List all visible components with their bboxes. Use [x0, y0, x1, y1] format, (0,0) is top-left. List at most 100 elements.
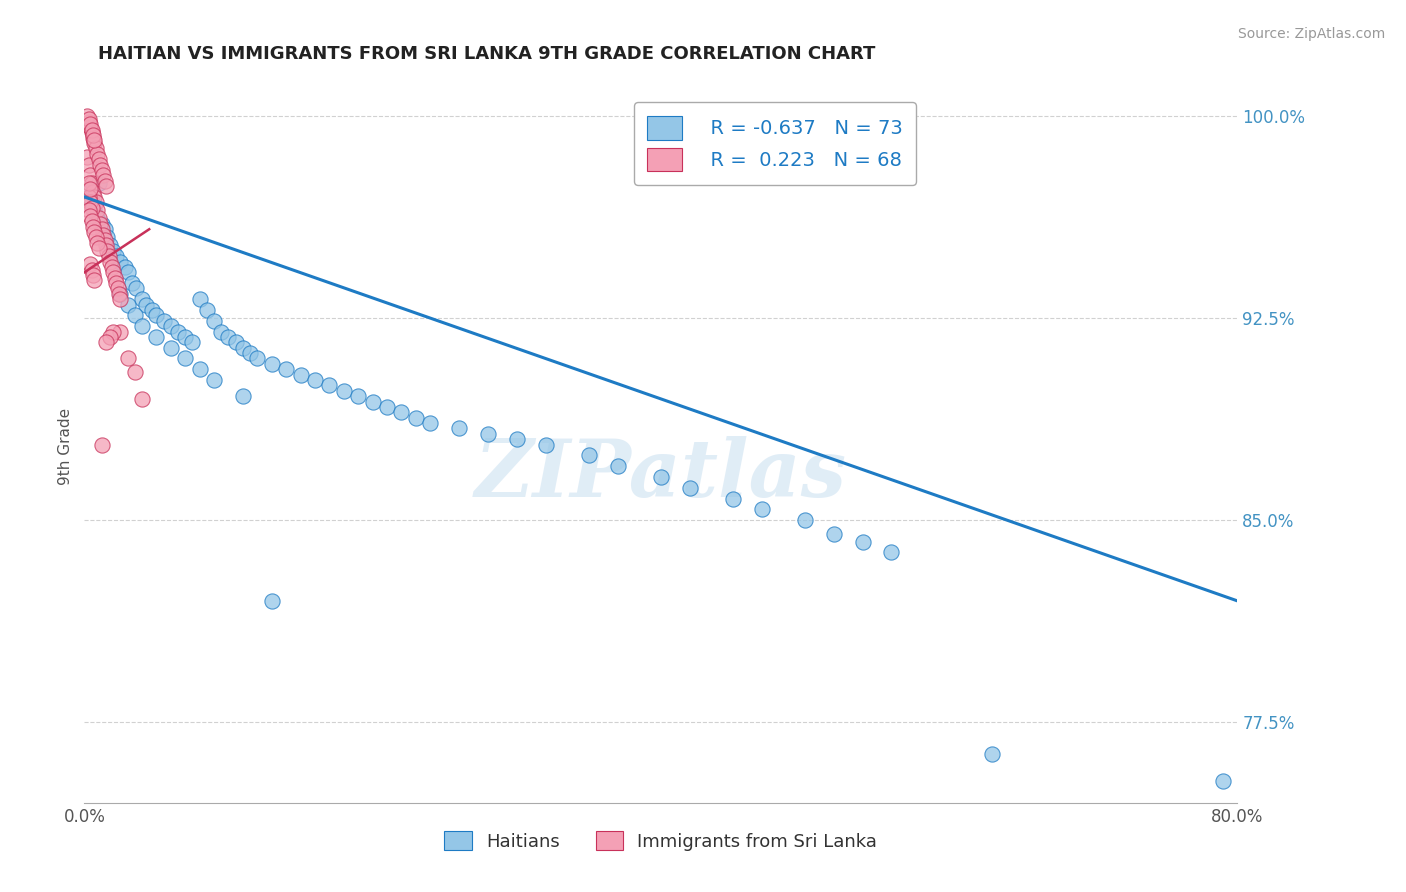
Point [218, 330, 240, 344]
Point [534, 437, 557, 451]
Point [79, 209, 101, 223]
Point [290, 368, 312, 382]
Point [167, 325, 190, 339]
Point [98, 330, 121, 344]
Point [225, 335, 247, 350]
Point [80, 125, 103, 139]
Point [104, 270, 127, 285]
Point [117, 265, 139, 279]
Point [578, 449, 600, 463]
Point [82, 185, 104, 199]
Point [650, 470, 672, 484]
Point [145, 309, 167, 323]
Point [80, 201, 103, 215]
Point [131, 392, 153, 406]
Point [318, 378, 340, 392]
Point [110, 325, 132, 339]
Legend: Haitians, Immigrants from Sri Lanka: Haitians, Immigrants from Sri Lanka [437, 824, 884, 858]
Point [103, 265, 124, 279]
Point [83, 203, 105, 218]
Point [110, 286, 132, 301]
Text: Source: ZipAtlas.com: Source: ZipAtlas.com [1237, 27, 1385, 41]
Point [232, 341, 254, 355]
Point [260, 357, 283, 371]
Point [83, 273, 105, 287]
Point [84, 230, 107, 244]
Point [79, 169, 101, 183]
Point [1212, 774, 1234, 789]
Point [80, 262, 103, 277]
Point [405, 410, 427, 425]
Point [94, 238, 117, 252]
Point [100, 260, 122, 274]
Point [160, 319, 183, 334]
Point [361, 394, 384, 409]
Point [125, 281, 148, 295]
Point [304, 373, 326, 387]
Point [77, 177, 100, 191]
Point [87, 177, 110, 191]
Point [107, 281, 129, 295]
Point [77, 203, 100, 218]
Point [375, 400, 398, 414]
Point [87, 211, 110, 226]
Point [82, 128, 104, 142]
Point [83, 133, 105, 147]
Point [721, 491, 744, 506]
Point [83, 136, 105, 150]
Point [152, 314, 174, 328]
Point [79, 117, 101, 131]
Point [477, 426, 499, 441]
Point [391, 405, 413, 419]
Point [794, 513, 817, 527]
Point [77, 114, 100, 128]
Point [506, 432, 529, 446]
Point [91, 169, 114, 183]
Point [117, 298, 139, 312]
Point [114, 260, 136, 274]
Point [333, 384, 356, 398]
Point [103, 244, 124, 258]
Point [76, 149, 98, 163]
Point [82, 130, 104, 145]
Y-axis label: 9th Grade: 9th Grade [58, 408, 73, 484]
Point [80, 177, 103, 191]
Point [90, 163, 112, 178]
Point [124, 309, 146, 323]
Point [105, 276, 128, 290]
Point [181, 335, 204, 350]
Point [98, 254, 121, 268]
Point [981, 747, 1004, 762]
Point [96, 244, 118, 258]
Point [82, 268, 104, 282]
Point [93, 222, 115, 236]
Point [80, 195, 103, 210]
Point [84, 195, 107, 210]
Point [110, 254, 132, 268]
Point [202, 314, 225, 328]
Point [195, 303, 218, 318]
Point [84, 141, 107, 155]
Point [79, 182, 101, 196]
Point [347, 389, 370, 403]
Point [77, 158, 100, 172]
Point [82, 219, 104, 234]
Point [880, 545, 903, 559]
Point [83, 225, 105, 239]
Point [93, 174, 115, 188]
Point [260, 594, 283, 608]
Text: ZIPatlas: ZIPatlas [475, 436, 846, 513]
Point [79, 120, 101, 134]
Point [145, 330, 167, 344]
Point [77, 112, 100, 126]
Point [105, 249, 128, 263]
Point [86, 203, 108, 218]
Point [77, 190, 100, 204]
Point [90, 222, 112, 236]
Point [131, 319, 153, 334]
Point [449, 421, 471, 435]
Point [98, 238, 121, 252]
Point [79, 257, 101, 271]
Point [80, 122, 103, 136]
Point [94, 335, 117, 350]
